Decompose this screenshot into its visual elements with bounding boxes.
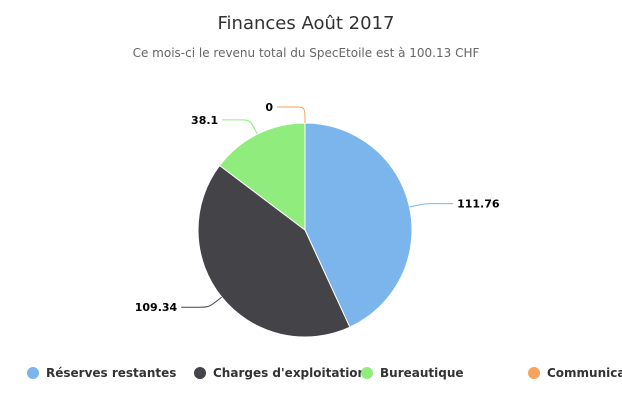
slice-reserves-restantes[interactable] (304, 122, 413, 328)
legend-item-communication[interactable]: Communication (528, 366, 622, 380)
connector-charges-d-exploitation (181, 296, 223, 308)
pie-slices (197, 122, 413, 338)
data-label-bureautique: 38.1 (191, 114, 218, 127)
legend-label-reserves-restantes: Réserves restantes (46, 366, 176, 380)
slice-bureautique[interactable] (219, 122, 306, 231)
legend-label-bureautique: Bureautique (380, 366, 464, 380)
legend: Réserves restantes Charges d'exploitation… (27, 366, 622, 380)
data-label-charges-d-exploitation: 109.34 (135, 301, 178, 314)
legend-label-charges-d-exploitation: Charges d'exploitation (213, 366, 366, 380)
legend-marker-communication (528, 367, 540, 379)
data-label-communication: 0 (265, 101, 273, 114)
data-labels: 111.76 109.34 38.1 0 (135, 101, 500, 314)
slice-charges-d-exploitation[interactable] (197, 164, 351, 338)
legend-item-bureautique[interactable]: Bureautique (361, 366, 464, 380)
legend-marker-reserves-restantes (27, 367, 39, 379)
data-label-reserves-restantes: 111.76 (457, 198, 500, 211)
legend-label-communication: Communication (547, 366, 622, 380)
legend-marker-charges-d-exploitation (194, 367, 206, 379)
legend-item-charges-d-exploitation[interactable]: Charges d'exploitation (194, 366, 366, 380)
connector-bureautique (222, 119, 258, 135)
connector-communication (277, 106, 306, 124)
connector-reserves-restantes (409, 203, 454, 208)
legend-item-reserves-restantes[interactable]: Réserves restantes (27, 366, 176, 380)
chart-subtitle: Ce mois-ci le revenu total du SpecEtoile… (133, 46, 480, 60)
chart-title: Finances Août 2017 (218, 13, 395, 34)
legend-marker-bureautique (361, 367, 373, 379)
data-label-connectors (181, 106, 454, 308)
